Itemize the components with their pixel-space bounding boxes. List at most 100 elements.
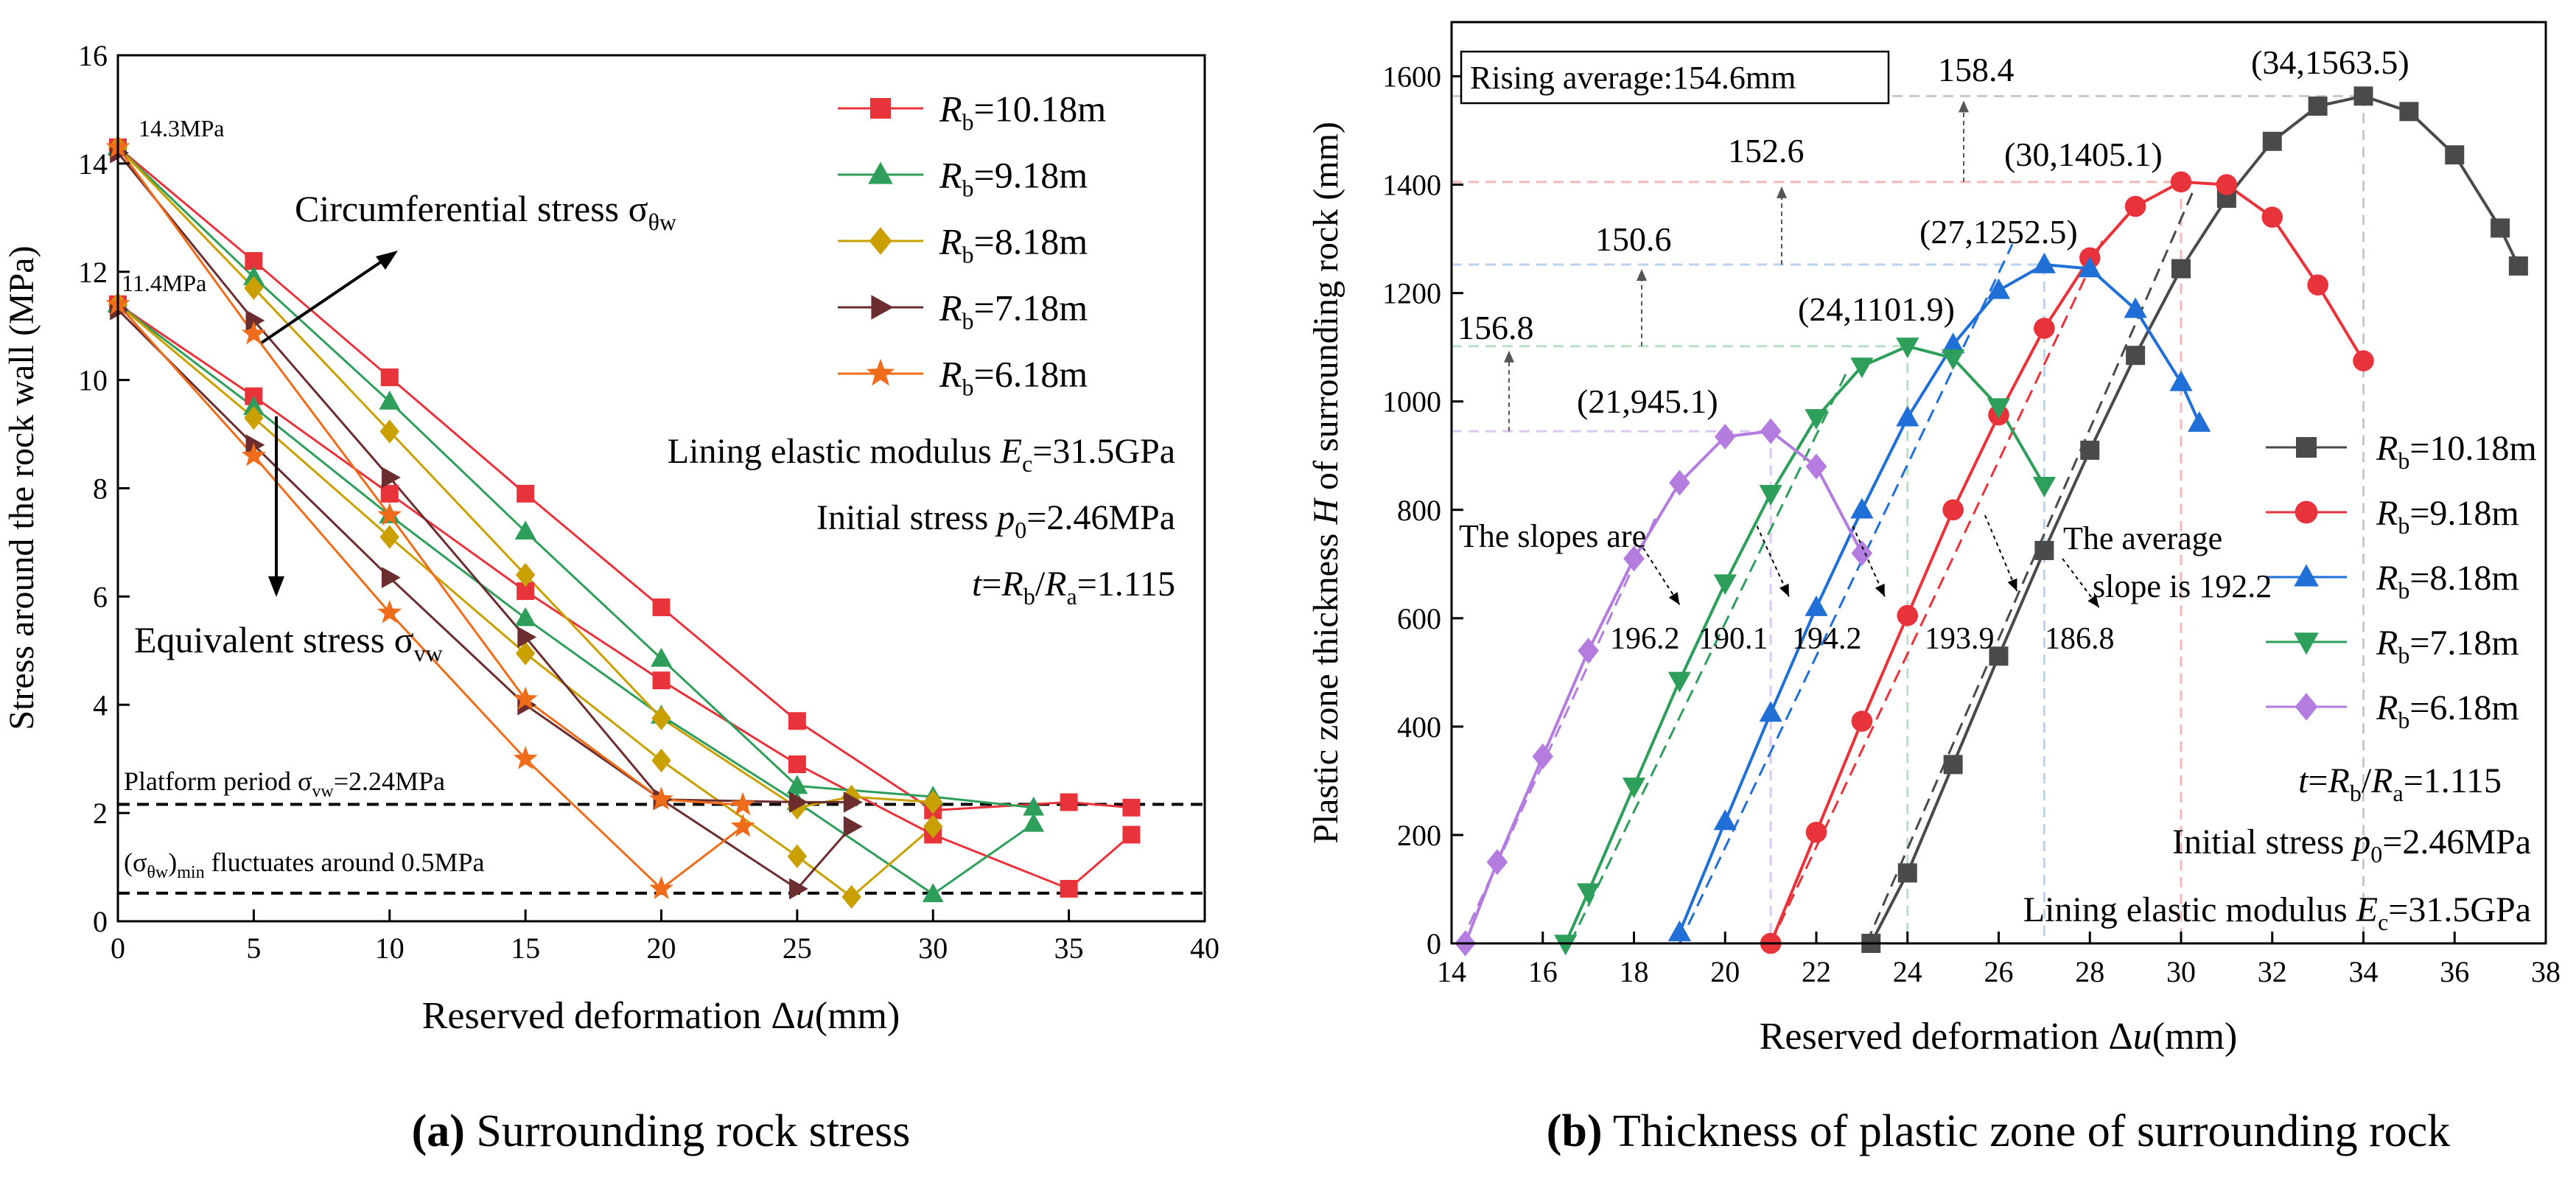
chart-b-average-slope-text-1: The average bbox=[2063, 520, 2222, 556]
chart-a-series-2-equiv-point-1 bbox=[244, 405, 264, 430]
chart-b-rise-label-3: 156.8 bbox=[1457, 309, 1534, 346]
chart-a-series-4-circ-point-1 bbox=[241, 321, 266, 345]
chart-a-series-2-circ-point-7 bbox=[923, 790, 943, 814]
chart-b-series-3-point-2 bbox=[1622, 778, 1646, 799]
chart-b-slope-arrow-4 bbox=[2062, 558, 2100, 608]
chart-b-legend-marker-1 bbox=[2295, 500, 2318, 524]
chart-a-legend-marker-3 bbox=[871, 295, 894, 320]
chart-a-lining-text: Lining elastic modulus Ec=31.5GPa bbox=[668, 432, 1175, 477]
chart-a-ytick-label-3: 6 bbox=[93, 580, 108, 613]
chart-b-series-2-point-1 bbox=[1713, 809, 1737, 831]
chart-a-xtick-label-5: 25 bbox=[783, 932, 812, 965]
chart-b-rise-label-1: 152.6 bbox=[1728, 132, 1805, 170]
chart-b-plot-frame bbox=[1450, 21, 2547, 945]
chart-a-xtick-label-2: 10 bbox=[375, 932, 405, 965]
chart-b-series-0-point-3 bbox=[1989, 646, 2009, 666]
chart-a-equiv-arrowhead bbox=[268, 576, 284, 597]
chart-b-legend-label-1: Rb=9.18m bbox=[2376, 494, 2519, 539]
chart-b-xtick-label-5: 24 bbox=[1893, 955, 1922, 988]
chart-a-series-2-circ-point-3 bbox=[515, 562, 536, 587]
chart-a-series-2-equiv-point-3 bbox=[515, 641, 536, 666]
chart-b-series-4-point-6 bbox=[1714, 423, 1736, 450]
chart-b-xtick-label-7: 28 bbox=[2075, 955, 2104, 988]
chart-a-ytick-label-5: 10 bbox=[78, 364, 108, 397]
chart-b-average-slope-text-2: slope is 192.2 bbox=[2093, 568, 2272, 604]
chart-b-series-0-point-13 bbox=[2445, 145, 2465, 165]
chart-b-series-3-point-8 bbox=[1896, 338, 1919, 359]
chart-b-series-0-point-6 bbox=[2126, 346, 2146, 366]
chart-a-series-3-circ-point-3 bbox=[517, 626, 537, 648]
chart-b-xtick-label-2: 18 bbox=[1620, 955, 1649, 988]
chart-b-xtick-label-4: 22 bbox=[1802, 955, 1831, 988]
chart-a-peak-equiv-label: 11.4MPa bbox=[122, 270, 206, 296]
chart-b-rise-arrowhead-3 bbox=[1504, 350, 1514, 363]
chart-b-ytick-label-8: 1600 bbox=[1382, 60, 1441, 94]
chart-b-peak-label-4: (21,945.1) bbox=[1577, 383, 1718, 420]
chart-b-ytick-label-3: 600 bbox=[1397, 602, 1441, 635]
chart-b-series-0-point-5 bbox=[2080, 440, 2100, 460]
chart-a-series-2-circ-point-1 bbox=[244, 276, 264, 300]
chart-b-rise-arrowhead-2 bbox=[1637, 269, 1647, 282]
chart-b-series-1-point-4 bbox=[1942, 499, 1964, 521]
chart-b-slope-label-0: 196.2 bbox=[1610, 622, 1680, 656]
chart-a-initial-stress-text: Initial stress p0=2.46MPa bbox=[816, 498, 1175, 543]
chart-a-legend-label-4: Rb=6.18m bbox=[939, 354, 1088, 401]
chart-b-peak-label-2: (27,1252.5) bbox=[1919, 213, 2078, 251]
chart-a-series-1-equiv-point-1 bbox=[242, 396, 265, 416]
chart-a-legend-marker-1 bbox=[868, 161, 893, 184]
chart-b-series-2-point-9 bbox=[2078, 256, 2101, 278]
chart-a-series-3-circ-point-6 bbox=[843, 792, 863, 813]
chart-b-xtick-label-1: 16 bbox=[1528, 955, 1558, 988]
chart-a-series-4-circ-point-4 bbox=[649, 786, 673, 810]
chart-b-ytick-label-4: 800 bbox=[1397, 494, 1441, 527]
chart-a-series-0-circ-point-8 bbox=[1122, 798, 1141, 817]
chart-b-series-4-point-5 bbox=[1669, 469, 1690, 496]
chart-b-series-2-point-12 bbox=[2188, 411, 2211, 432]
chart-b-series-1-point-12 bbox=[2307, 274, 2328, 296]
chart-a-series-0-circ-point-3 bbox=[517, 484, 535, 503]
chart-a-fluctuation-label: (σθw)min fluctuates around 0.5MPa bbox=[124, 848, 485, 882]
chart-a-circ-arrow bbox=[260, 256, 388, 344]
chart-a-series-0-equiv-point-5 bbox=[788, 755, 806, 774]
chart-b-series-3-point-0 bbox=[1554, 935, 1578, 956]
chart-a-series-4-circ-point-5 bbox=[730, 792, 755, 816]
chart-a-series-4-equiv-point-1 bbox=[241, 443, 266, 467]
chart-b-series-3-point-6 bbox=[1805, 409, 1828, 430]
chart-b-xtick-label-8: 30 bbox=[2166, 955, 2196, 988]
chart-a-series-3-circ-line bbox=[116, 152, 852, 803]
chart-b-legend-label-3: Rb=7.18m bbox=[2376, 624, 2519, 668]
chart-b-slope-arrowhead-0 bbox=[1668, 592, 1680, 605]
chart-a-ytick-label-8: 16 bbox=[78, 39, 108, 72]
chart-b-series-4-point-1 bbox=[1486, 849, 1508, 876]
chart-b-series-1-point-11 bbox=[2261, 206, 2283, 228]
chart-b-ytick-label-2: 400 bbox=[1397, 710, 1441, 744]
chart-b-xtick-label-9: 32 bbox=[2258, 955, 2287, 988]
chart-a-xtick-label-8: 40 bbox=[1190, 932, 1219, 965]
chart-a-series-4-equiv-point-4 bbox=[649, 876, 673, 899]
chart-a-legend-label-0: Rb=10.18m bbox=[939, 88, 1106, 136]
chart-b-lining-text: Lining elastic modulus Ec=31.5GPa bbox=[2023, 890, 2531, 935]
chart-b-series-3-point-3 bbox=[1667, 671, 1691, 693]
chart-b-series-3-point-5 bbox=[1759, 485, 1782, 506]
chart-b-series-0-point-10 bbox=[2308, 96, 2328, 116]
chart-a-series-2-equiv-line bbox=[117, 303, 934, 898]
chart-a-series-2-equiv-point-5 bbox=[787, 844, 808, 869]
chart-a-series-4-equiv-point-3 bbox=[513, 746, 538, 769]
chart-a-series-2-equiv-point-4 bbox=[651, 748, 671, 773]
chart-b-fit-line-1 bbox=[1769, 238, 2105, 944]
chart-a-series-2-equiv-point-7 bbox=[923, 814, 943, 839]
chart-b-slope-arrow-1 bbox=[1756, 525, 1790, 597]
chart-b-series-0-point-4 bbox=[2034, 540, 2054, 560]
chart-a-ytick-label-7: 14 bbox=[78, 147, 108, 181]
chart-a-ratio-text: t=Rb/Ra=1.115 bbox=[972, 565, 1175, 610]
chart-b-series-4-point-4 bbox=[1623, 545, 1645, 572]
chart-b-series-0-point-11 bbox=[2353, 86, 2373, 106]
chart-b-series-3-point-4 bbox=[1713, 574, 1737, 596]
chart-b-xlabel: Reserved deformation Δu(mm) bbox=[1760, 1016, 2238, 1058]
chart-b-series-0-point-2 bbox=[1943, 755, 1963, 775]
chart-b-slope-label-2: 194.2 bbox=[1792, 622, 1862, 656]
chart-b-slopes-are-text: The slopes are bbox=[1459, 518, 1646, 554]
chart-b-xtick-label-11: 36 bbox=[2440, 955, 2469, 988]
chart-a-series-2-equiv-point-6 bbox=[841, 884, 861, 909]
